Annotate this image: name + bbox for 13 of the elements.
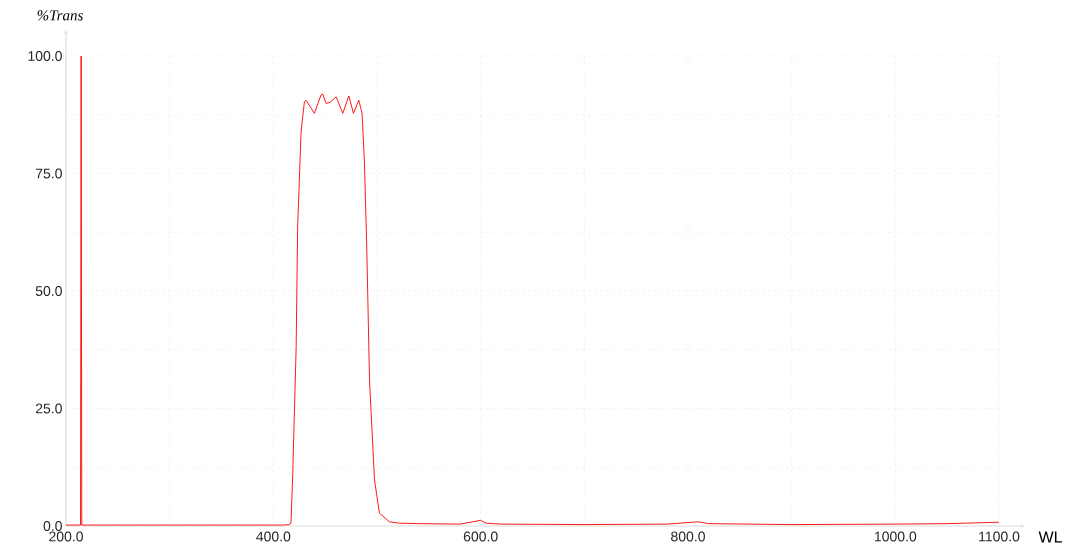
- y-tick-label: 50.0: [35, 286, 62, 296]
- x-tick-label: 200.0: [49, 531, 83, 542]
- x-tick-label: 1100.0: [979, 531, 1020, 542]
- x-tick-label: 1000.0: [874, 531, 917, 542]
- x-tick-label: 800.0: [671, 531, 705, 542]
- x-tick-label: 400.0: [256, 531, 291, 542]
- y-axis-title: %Trans: [37, 10, 83, 21]
- x-tick-label: 600.0: [463, 531, 498, 542]
- x-axis-title: WL: [1038, 531, 1062, 543]
- y-tick-label: 100.0: [28, 51, 62, 61]
- y-tick-label: 25.0: [35, 403, 62, 414]
- y-tick-label: 0.0: [43, 521, 62, 531]
- y-tick-label: 75.0: [35, 168, 62, 179]
